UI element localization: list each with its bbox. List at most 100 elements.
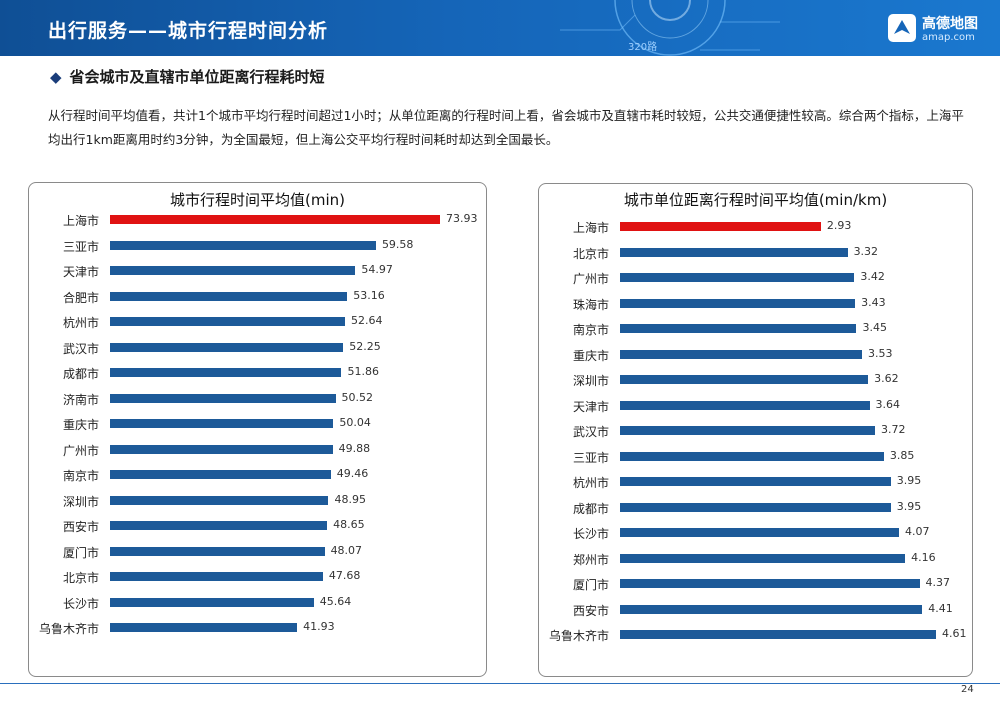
value-label: 4.61 (942, 627, 967, 640)
value-label: 51.86 (347, 365, 379, 378)
value-label: 50.52 (341, 390, 374, 404)
circuit-decoration-icon (560, 0, 780, 56)
bar (110, 623, 298, 632)
value-label: 2.93 (826, 219, 852, 232)
value-label: 3.62 (874, 372, 899, 385)
value-label: 54.97 (361, 263, 393, 276)
bar (620, 324, 857, 333)
value-label: 3.85 (889, 448, 915, 462)
category-label: 武汉市 (572, 425, 609, 439)
category-label: 长沙市 (572, 527, 609, 541)
bar (620, 451, 884, 461)
category-label: 合肥市 (62, 290, 99, 305)
bar (620, 528, 899, 537)
category-label: 武汉市 (62, 341, 99, 356)
value-label: 49.46 (336, 467, 369, 480)
value-label: 3.45 (862, 321, 887, 334)
category-label: 成都市 (572, 501, 609, 516)
bar (110, 546, 325, 556)
category-label: 北京市 (62, 571, 99, 585)
chart-panel-travel-time: 城市行程时间平均值(min) 上海市 73.93 三亚市 59.58 天津市 54.97 合… (28, 182, 487, 677)
category-label: 广州市 (62, 443, 99, 458)
value-label: 3.42 (860, 270, 885, 283)
category-label: 乌鲁木齐市 (38, 622, 99, 636)
logo-name: 高德地图 (922, 16, 978, 32)
category-label: 珠海市 (572, 297, 609, 312)
value-label: 3.72 (880, 423, 906, 436)
category-label: 重庆市 (62, 418, 99, 432)
value-label: 50.04 (339, 416, 371, 429)
page-title: 出行服务——城市行程时间分析 (48, 20, 329, 42)
category-label: 天津市 (572, 399, 609, 414)
bar (620, 273, 855, 282)
category-label: 三亚市 (572, 450, 609, 465)
category-label: 南京市 (572, 323, 609, 337)
page-number: 24 (961, 684, 974, 695)
bar (110, 521, 328, 530)
bar (620, 222, 821, 231)
category-label: 广州市 (572, 272, 609, 286)
value-label: 49.88 (338, 441, 371, 455)
category-label: 西安市 (62, 520, 99, 534)
category-label: 三亚市 (62, 239, 99, 254)
amap-logo-icon (888, 14, 916, 42)
logo-url: amap.com (922, 32, 975, 43)
bar (110, 572, 323, 581)
category-label: 上海市 (62, 214, 99, 228)
category-label: 天津市 (62, 265, 99, 279)
bar (110, 215, 440, 224)
bar (110, 393, 336, 403)
bar (110, 266, 356, 275)
value-label: 3.43 (861, 295, 886, 309)
value-label: 52.64 (350, 314, 383, 327)
bar (110, 317, 345, 326)
category-label: 杭州市 (62, 316, 99, 330)
chart-title: 城市行程时间平均值(min) (170, 191, 345, 209)
diamond-bullet-icon: ◆ (50, 68, 62, 86)
value-label: 3.95 (896, 499, 922, 513)
header-bar: 出行服务——城市行程时间分析 320路 高德地图 amap.com (0, 0, 1000, 56)
value-label: 4.07 (904, 525, 930, 538)
amap-logo: 高德地图 amap.com (888, 10, 988, 46)
value-label: 4.37 (925, 576, 951, 589)
category-label: 成都市 (62, 367, 99, 381)
bar (110, 342, 344, 352)
value-label: 48.07 (330, 543, 363, 557)
bar (620, 247, 848, 257)
category-label: 南京市 (62, 469, 99, 483)
bar (620, 426, 875, 435)
value-label: 52.25 (349, 339, 381, 353)
bar (110, 444, 333, 454)
bar (620, 553, 906, 563)
value-label: 3.95 (896, 474, 922, 487)
bar (110, 291, 348, 301)
value-label: 53.16 (353, 288, 385, 302)
value-label: 41.93 (303, 620, 335, 633)
value-label: 4.16 (911, 550, 936, 564)
bar (110, 419, 334, 428)
category-label: 郑州市 (572, 552, 609, 567)
value-label: 48.65 (333, 518, 365, 531)
category-label: 杭州市 (572, 476, 609, 490)
category-label: 济南市 (62, 392, 99, 407)
value-label: 3.32 (853, 244, 879, 258)
value-label: 3.53 (867, 346, 893, 360)
bar (620, 477, 891, 486)
bar (620, 298, 856, 308)
summary-paragraph: 从行程时间平均值看，共计1个城市平均行程时间超过1小时；从单位距离的行程时间上看… (48, 108, 964, 147)
bar (620, 579, 920, 588)
bar (620, 630, 936, 639)
value-label: 59.58 (381, 237, 414, 251)
category-label: 乌鲁木齐市 (548, 629, 609, 643)
chart-title: 城市单位距离行程时间平均值(min/km) (623, 191, 888, 209)
category-label: 厦门市 (572, 578, 609, 592)
bar (110, 495, 329, 505)
bar (110, 470, 331, 479)
bar (110, 368, 342, 377)
value-label: 48.95 (334, 492, 366, 506)
category-label: 西安市 (572, 603, 609, 618)
bar (620, 604, 923, 614)
value-label: 4.41 (928, 601, 953, 615)
value-label: 3.64 (875, 397, 901, 411)
category-label: 北京市 (572, 246, 609, 261)
